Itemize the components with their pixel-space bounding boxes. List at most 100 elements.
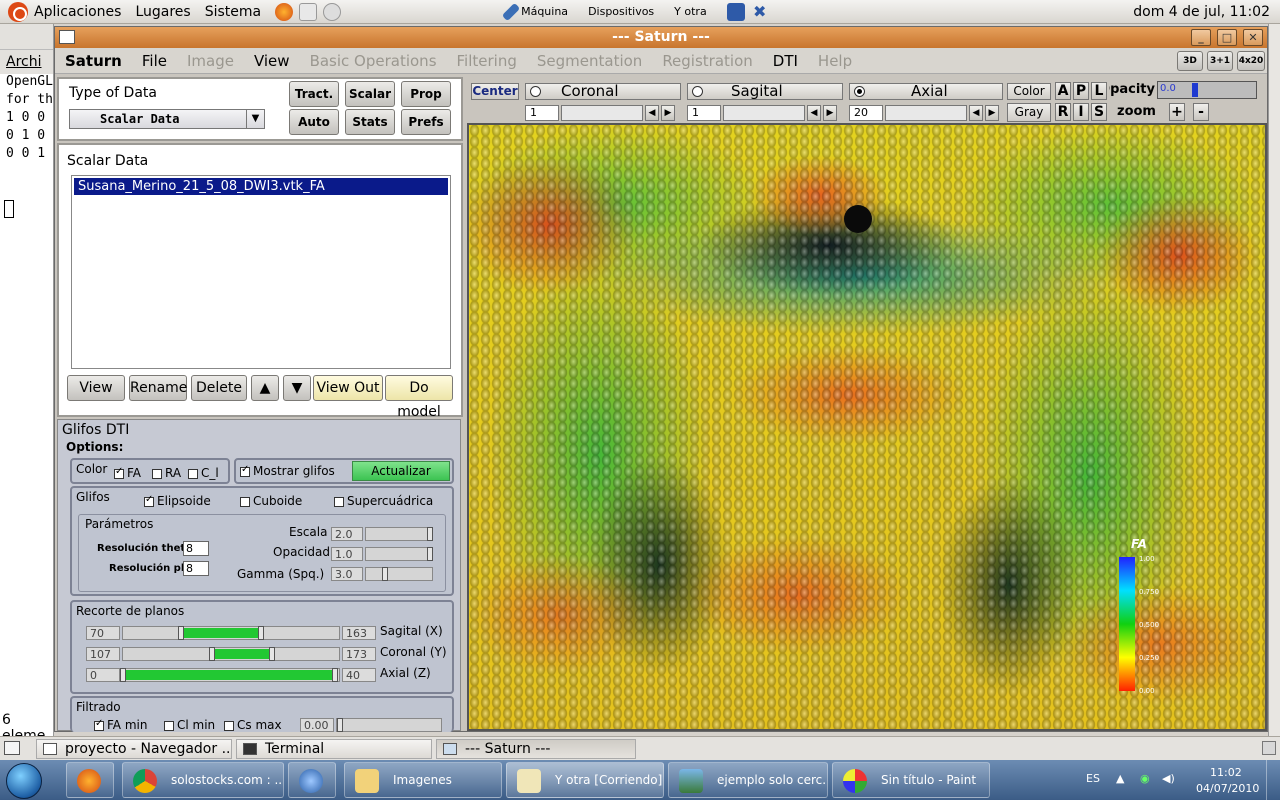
tract-button[interactable]: Tract.	[289, 81, 339, 107]
zoom-in-button[interactable]: +	[1169, 103, 1185, 121]
maximize-button[interactable]: □	[1217, 29, 1237, 46]
scalar-button[interactable]: Scalar	[345, 81, 395, 107]
volume-icon[interactable]: ◀)	[1162, 772, 1175, 785]
menu-help[interactable]: Help	[817, 51, 853, 70]
coronal-prev-arrow[interactable]: ◀	[645, 105, 659, 121]
res-theta-spinner[interactable]: 8	[183, 541, 209, 556]
axial-next-arrow[interactable]: ▶	[985, 105, 999, 121]
opacity-slider[interactable]: 0.0	[1157, 81, 1257, 99]
opacidad-thumb[interactable]	[426, 547, 433, 561]
tray-date[interactable]: 04/07/2010	[1196, 782, 1260, 795]
coronal-slice-slider[interactable]	[561, 105, 643, 121]
taskbar-item-imagenes[interactable]: Imagenes	[344, 762, 502, 798]
coronal-low-thumb[interactable]	[208, 647, 215, 661]
escala-thumb[interactable]	[426, 527, 433, 541]
taskbar-item-chrome[interactable]: solostocks.com : ...	[122, 762, 284, 798]
prefs-button[interactable]: Prefs	[401, 109, 451, 135]
cl-min-checkbox[interactable]: Cl min	[164, 718, 215, 732]
close-button[interactable]: ✕	[1243, 29, 1263, 46]
terminal-menu-archivo[interactable]: Archi	[0, 50, 53, 74]
show-glyphs-checkbox[interactable]: Mostrar glifos	[240, 464, 335, 478]
actualizar-button[interactable]: Actualizar	[352, 461, 450, 481]
sagital-range-slider[interactable]	[122, 626, 340, 640]
res-phi-spinner[interactable]: 8	[183, 561, 209, 576]
taskbar-item-ejemplo[interactable]: ejemplo solo cerc...	[668, 762, 828, 798]
data-type-select[interactable]: Scalar Data ▼	[69, 109, 265, 129]
sagital-prev-arrow[interactable]: ◀	[807, 105, 821, 121]
menu-filtering[interactable]: Filtering	[456, 51, 517, 70]
panel-clock[interactable]: dom 4 de jul, 11:02	[1133, 3, 1270, 20]
mail-launcher-icon[interactable]	[299, 2, 318, 21]
taskbar-item-paint[interactable]: Sin título - Paint	[832, 762, 990, 798]
trash-icon[interactable]	[1262, 741, 1276, 755]
dti-glyph-viewport[interactable]: FA 1.00 0.750 0.500 0.250 0.00	[467, 123, 1267, 731]
vm-menu-maquina[interactable]: Máquina	[521, 5, 569, 18]
opacidad-slider[interactable]	[365, 547, 433, 561]
axial-low-thumb[interactable]	[120, 668, 126, 682]
window-menu-icon[interactable]	[59, 30, 75, 44]
coronal-range-slider[interactable]	[122, 647, 340, 661]
tools-icon[interactable]: ✖	[753, 1, 767, 21]
menu-segmentation[interactable]: Segmentation	[536, 51, 643, 70]
filter-slider[interactable]	[336, 718, 442, 732]
delete-button[interactable]: Delete	[191, 375, 247, 401]
orient-p-button[interactable]: P	[1073, 82, 1089, 100]
coronal-view-radio[interactable]: Coronal	[525, 83, 681, 100]
coronal-high-thumb[interactable]	[269, 647, 276, 661]
vm-menu-yotra[interactable]: Y otra	[674, 5, 707, 18]
menu-sistema[interactable]: Sistema	[204, 3, 262, 20]
escala-slider[interactable]	[365, 527, 433, 541]
layout-4x20-button[interactable]: 4x20	[1237, 50, 1265, 71]
do-model-button[interactable]: Do model	[385, 375, 453, 420]
tray-time[interactable]: 11:02	[1210, 766, 1242, 779]
sagital-slice-value[interactable]: 1	[687, 105, 721, 121]
orient-s-button[interactable]: S	[1091, 103, 1107, 121]
show-desktop-button[interactable]	[1266, 760, 1280, 800]
axial-slice-value[interactable]: 20	[849, 105, 883, 121]
gray-mode-button[interactable]: Gray	[1007, 103, 1051, 122]
layout-3plus1-button[interactable]: 3+1	[1207, 50, 1233, 71]
show-hidden-icons-icon[interactable]: ▲	[1116, 772, 1125, 785]
prop-button[interactable]: Prop	[401, 81, 451, 107]
menu-lugares[interactable]: Lugares	[135, 3, 191, 20]
taskbar-item-proyecto[interactable]: proyecto - Navegador ...	[36, 739, 232, 759]
start-orb-icon[interactable]	[6, 763, 42, 799]
sagital-high-thumb[interactable]	[258, 626, 265, 640]
elipsoide-checkbox[interactable]: Elipsoide	[144, 494, 211, 508]
color-mode-button[interactable]: Color	[1007, 83, 1051, 100]
gamma-slider[interactable]	[365, 567, 433, 581]
fa-min-checkbox[interactable]: FA min	[94, 718, 147, 732]
cuboide-checkbox[interactable]: Cuboide	[240, 494, 302, 508]
auto-button[interactable]: Auto	[289, 109, 339, 135]
menu-saturn[interactable]: Saturn	[65, 51, 122, 70]
color-ra-checkbox[interactable]: RA	[152, 466, 181, 480]
color-fa-checkbox[interactable]: FA	[114, 466, 141, 480]
axial-view-radio[interactable]: Axial	[849, 83, 1003, 100]
taskbar-item-saturn[interactable]: --- Saturn ---	[436, 739, 636, 759]
stats-button[interactable]: Stats	[345, 109, 395, 135]
move-up-button[interactable]: ▲	[251, 375, 279, 401]
center-button[interactable]: Center	[471, 83, 519, 100]
firefox-pinned[interactable]	[66, 762, 114, 798]
move-down-button[interactable]: ▼	[283, 375, 311, 401]
menu-view[interactable]: View	[253, 51, 290, 70]
layout-3d-button[interactable]: 3D	[1177, 50, 1203, 71]
sagital-view-radio[interactable]: Sagital	[687, 83, 843, 100]
sagital-slice-slider[interactable]	[723, 105, 805, 121]
menu-dti[interactable]: DTI	[772, 51, 798, 70]
coronal-next-arrow[interactable]: ▶	[661, 105, 675, 121]
zoom-out-button[interactable]: -	[1193, 103, 1209, 121]
cs-max-checkbox[interactable]: Cs max	[224, 718, 282, 732]
menu-image[interactable]: Image	[186, 51, 234, 70]
orient-i-button[interactable]: I	[1073, 103, 1089, 121]
axial-prev-arrow[interactable]: ◀	[969, 105, 983, 121]
rename-button[interactable]: Rename	[129, 375, 187, 401]
axial-high-thumb[interactable]	[331, 668, 338, 682]
view-button[interactable]: View	[67, 375, 125, 401]
sagital-low-thumb[interactable]	[178, 626, 185, 640]
filter-thumb[interactable]	[337, 718, 343, 732]
opacity-thumb[interactable]	[1192, 83, 1198, 97]
vm-menu-dispositivos[interactable]: Dispositivos	[588, 5, 655, 18]
window-icon[interactable]	[726, 2, 745, 21]
coronal-slice-value[interactable]: 1	[525, 105, 559, 121]
